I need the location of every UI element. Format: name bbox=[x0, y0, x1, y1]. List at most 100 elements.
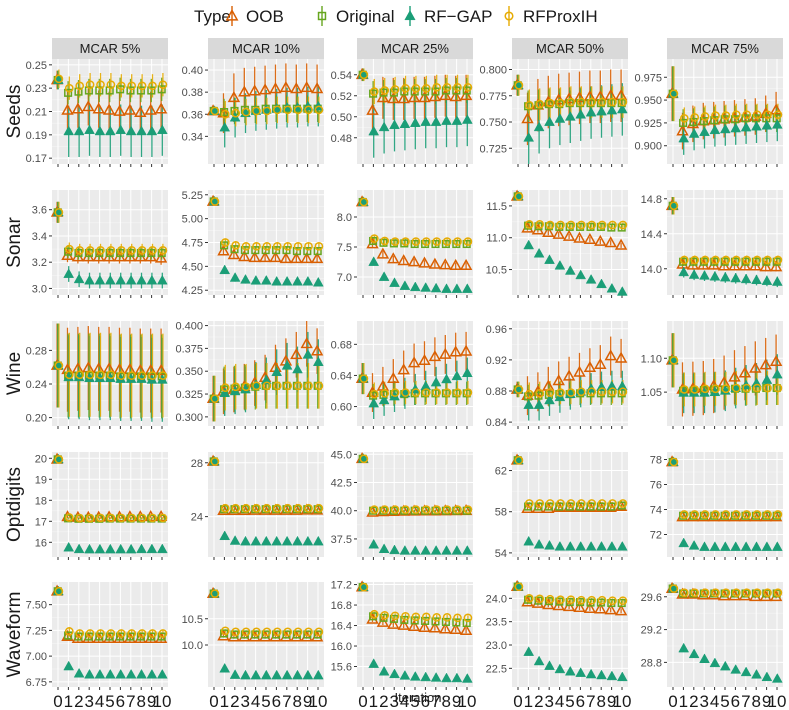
data-point bbox=[451, 115, 463, 125]
y-tick-label: 17.2 bbox=[331, 580, 352, 592]
data-point bbox=[452, 506, 461, 515]
data-point bbox=[761, 275, 773, 285]
legend-label: RFProxIH bbox=[523, 7, 598, 26]
data-point bbox=[576, 222, 585, 231]
data-point bbox=[688, 540, 700, 550]
data-point bbox=[554, 663, 566, 674]
series-markers-rf-gap bbox=[667, 200, 783, 286]
data-point bbox=[106, 246, 116, 255]
data-point bbox=[575, 108, 587, 119]
data-point bbox=[430, 116, 442, 126]
data-point bbox=[587, 595, 597, 605]
y-tick-label: 0.750 bbox=[479, 117, 507, 129]
y-tick-label: 29.2 bbox=[641, 625, 662, 637]
data-point bbox=[773, 510, 783, 519]
data-point bbox=[535, 220, 545, 229]
data-point bbox=[238, 85, 251, 97]
data-point bbox=[587, 220, 597, 230]
data-point bbox=[451, 672, 463, 683]
y-tick-label: 0.88 bbox=[486, 386, 507, 398]
data-point bbox=[769, 354, 783, 367]
data-point bbox=[407, 255, 421, 267]
data-point bbox=[389, 119, 400, 130]
data-point bbox=[262, 106, 272, 116]
data-point bbox=[514, 80, 524, 90]
data-point bbox=[312, 356, 324, 366]
data-point bbox=[376, 247, 390, 259]
data-point bbox=[700, 255, 710, 265]
data-point bbox=[617, 501, 626, 510]
data-point bbox=[63, 541, 75, 552]
y-tick-label: 5.25 bbox=[182, 190, 203, 202]
data-point bbox=[523, 132, 535, 142]
data-point bbox=[586, 222, 595, 231]
data-point bbox=[738, 366, 752, 378]
data-point bbox=[564, 665, 576, 676]
data-point bbox=[378, 271, 390, 281]
data-point bbox=[709, 657, 721, 668]
data-point bbox=[397, 618, 410, 630]
series-markers-rfproxih bbox=[210, 105, 324, 119]
data-point bbox=[552, 227, 565, 239]
data-point bbox=[411, 388, 421, 397]
data-point bbox=[366, 103, 379, 115]
y-tick-label: 10.0 bbox=[182, 640, 203, 652]
data-point bbox=[148, 246, 157, 255]
x-tick-label: 9 bbox=[607, 692, 616, 710]
data-point bbox=[731, 511, 740, 520]
data-point bbox=[85, 80, 95, 90]
data-point bbox=[241, 107, 251, 117]
data-point bbox=[451, 283, 463, 293]
data-point bbox=[136, 668, 147, 679]
data-point bbox=[94, 668, 106, 679]
data-point bbox=[428, 90, 442, 102]
data-point bbox=[154, 102, 168, 114]
y-tick-label: 72 bbox=[650, 530, 662, 542]
data-point bbox=[616, 380, 628, 391]
data-point bbox=[688, 648, 700, 659]
strip-mcar-50 bbox=[512, 38, 628, 59]
data-point bbox=[524, 593, 534, 603]
data-point bbox=[752, 255, 762, 265]
data-point bbox=[411, 612, 421, 622]
data-point bbox=[689, 257, 698, 266]
data-point bbox=[369, 612, 378, 621]
data-point bbox=[669, 201, 679, 211]
data-point bbox=[240, 246, 249, 255]
data-point bbox=[418, 353, 431, 366]
data-point bbox=[576, 220, 586, 230]
y-tick-label: 0.54 bbox=[331, 70, 352, 82]
data-point bbox=[545, 594, 555, 604]
data-point bbox=[281, 669, 293, 680]
data-point bbox=[606, 670, 618, 681]
data-point bbox=[220, 109, 230, 119]
panel-wine-mcar-50: 0.84 0.88 0.92 0.96 bbox=[486, 321, 628, 429]
data-point bbox=[710, 257, 719, 266]
data-point bbox=[73, 543, 85, 554]
data-point bbox=[134, 363, 147, 375]
data-point bbox=[157, 85, 166, 94]
data-point bbox=[96, 370, 105, 380]
y-tick-label: 28.8 bbox=[641, 657, 662, 669]
data-point bbox=[359, 582, 369, 592]
data-point bbox=[587, 97, 597, 107]
y-tick-label: 0.17 bbox=[26, 153, 47, 165]
x-tick-label: 5 bbox=[261, 692, 270, 710]
data-point bbox=[542, 225, 555, 238]
series-markers-rfproxih bbox=[514, 582, 628, 606]
data-point bbox=[369, 234, 379, 243]
data-point bbox=[271, 366, 283, 377]
data-point bbox=[125, 125, 137, 136]
data-point bbox=[700, 588, 710, 598]
data-point bbox=[293, 627, 303, 637]
data-point bbox=[761, 541, 773, 551]
data-point bbox=[587, 499, 597, 508]
data-point bbox=[96, 80, 105, 90]
data-point bbox=[763, 255, 772, 265]
data-point bbox=[312, 535, 324, 546]
series-markers-rfproxih bbox=[359, 197, 473, 246]
y-tick-label: 14.4 bbox=[641, 229, 662, 241]
data-point bbox=[292, 363, 303, 374]
series-markers-rf-gap bbox=[357, 196, 473, 293]
data-point bbox=[104, 668, 116, 679]
